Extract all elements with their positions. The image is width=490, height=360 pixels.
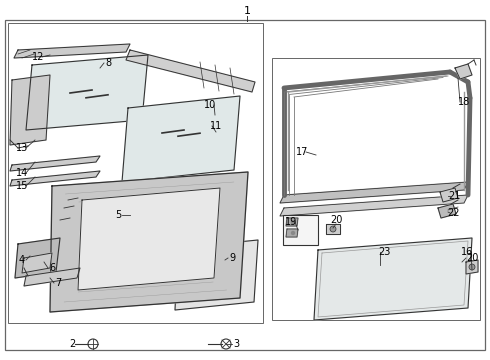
- Polygon shape: [22, 253, 52, 273]
- Text: 13: 13: [16, 143, 28, 153]
- Polygon shape: [24, 268, 80, 286]
- Polygon shape: [10, 156, 100, 171]
- Polygon shape: [280, 182, 468, 203]
- Bar: [283, 215, 318, 245]
- Polygon shape: [26, 55, 148, 130]
- Polygon shape: [455, 64, 472, 79]
- Text: 9: 9: [229, 253, 235, 263]
- Polygon shape: [10, 171, 100, 186]
- Text: 4: 4: [19, 255, 25, 265]
- Text: 3: 3: [233, 339, 239, 349]
- Text: 16: 16: [461, 247, 473, 257]
- Text: 7: 7: [55, 278, 61, 288]
- Text: 12: 12: [32, 52, 44, 62]
- Bar: [8, 23, 263, 323]
- Text: 11: 11: [210, 121, 222, 131]
- Text: 1: 1: [244, 6, 250, 16]
- Polygon shape: [466, 260, 478, 274]
- Polygon shape: [286, 229, 298, 237]
- Bar: [272, 58, 480, 320]
- Polygon shape: [14, 44, 130, 58]
- Polygon shape: [286, 218, 298, 226]
- Text: 23: 23: [378, 247, 390, 257]
- Text: 2: 2: [69, 339, 75, 349]
- Text: 8: 8: [105, 58, 111, 68]
- Polygon shape: [10, 75, 50, 145]
- Polygon shape: [50, 172, 248, 312]
- Text: 6: 6: [49, 263, 55, 273]
- Text: 14: 14: [16, 168, 28, 178]
- Text: 5: 5: [115, 210, 121, 220]
- Polygon shape: [440, 188, 458, 202]
- Polygon shape: [175, 240, 258, 310]
- Polygon shape: [314, 238, 472, 320]
- Polygon shape: [122, 96, 240, 182]
- Circle shape: [330, 226, 336, 232]
- Polygon shape: [326, 224, 340, 234]
- Polygon shape: [15, 238, 60, 278]
- Text: 18: 18: [458, 97, 470, 107]
- Polygon shape: [126, 50, 255, 92]
- Polygon shape: [438, 204, 456, 218]
- Circle shape: [292, 231, 294, 234]
- Text: 10: 10: [204, 100, 216, 110]
- Text: 20: 20: [330, 215, 342, 225]
- Text: 15: 15: [16, 181, 28, 191]
- Text: 20: 20: [466, 253, 478, 263]
- Text: 17: 17: [296, 147, 308, 157]
- Text: 22: 22: [448, 208, 460, 218]
- Text: 21: 21: [448, 191, 460, 201]
- Polygon shape: [280, 195, 468, 216]
- Circle shape: [469, 264, 475, 270]
- Circle shape: [292, 220, 294, 224]
- Text: 19: 19: [285, 217, 297, 227]
- Polygon shape: [78, 188, 220, 290]
